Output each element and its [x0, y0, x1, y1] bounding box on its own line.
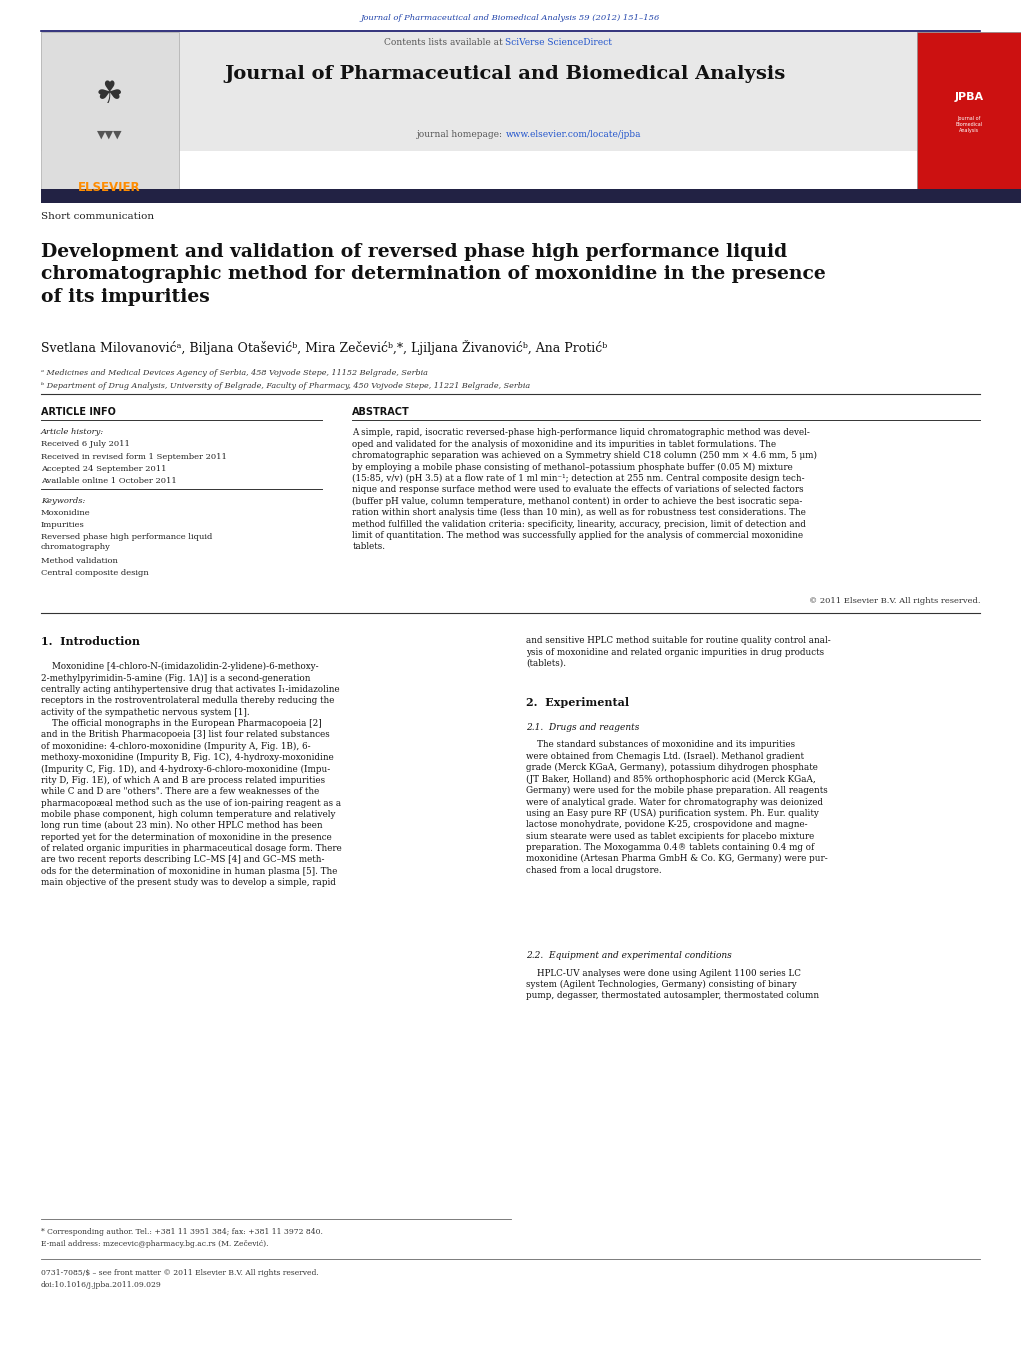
Text: 0731-7085/$ – see front matter © 2011 Elsevier B.V. All rights reserved.: 0731-7085/$ – see front matter © 2011 El… — [41, 1269, 319, 1277]
Text: journal homepage:: journal homepage: — [417, 130, 505, 139]
FancyBboxPatch shape — [41, 32, 917, 151]
Text: www.elsevier.com/locate/jpba: www.elsevier.com/locate/jpba — [505, 130, 641, 139]
Text: * Corresponding author. Tel.: +381 11 3951 384; fax: +381 11 3972 840.: * Corresponding author. Tel.: +381 11 39… — [41, 1228, 323, 1236]
FancyBboxPatch shape — [41, 189, 1021, 203]
Text: Journal of
Biomedical
Analysis: Journal of Biomedical Analysis — [956, 116, 982, 132]
Text: Short communication: Short communication — [41, 212, 154, 222]
Text: Method validation: Method validation — [41, 557, 117, 565]
Text: Impurities: Impurities — [41, 521, 85, 530]
Text: SciVerse ScienceDirect: SciVerse ScienceDirect — [505, 38, 613, 47]
Text: Moxonidine: Moxonidine — [41, 509, 91, 517]
Text: ELSEVIER: ELSEVIER — [78, 181, 141, 195]
Text: Central composite design: Central composite design — [41, 569, 149, 577]
Text: doi:10.1016/j.jpba.2011.09.029: doi:10.1016/j.jpba.2011.09.029 — [41, 1281, 161, 1289]
Text: Received in revised form 1 September 2011: Received in revised form 1 September 201… — [41, 453, 227, 461]
Text: ᵃ Medicines and Medical Devices Agency of Serbia, 458 Vojvode Stepe, 11152 Belgr: ᵃ Medicines and Medical Devices Agency o… — [41, 369, 428, 377]
Text: A simple, rapid, isocratic reversed-phase high-performance liquid chromatographi: A simple, rapid, isocratic reversed-phas… — [352, 428, 817, 551]
Text: Contents lists available at: Contents lists available at — [384, 38, 505, 47]
Text: HPLC-UV analyses were done using Agilent 1100 series LC
system (Agilent Technolo: HPLC-UV analyses were done using Agilent… — [526, 969, 819, 1001]
Text: 2.  Experimental: 2. Experimental — [526, 697, 629, 708]
Text: Accepted 24 September 2011: Accepted 24 September 2011 — [41, 465, 166, 473]
Text: Development and validation of reversed phase high performance liquid
chromatogra: Development and validation of reversed p… — [41, 243, 826, 305]
Text: Journal of Pharmaceutical and Biomedical Analysis 59 (2012) 151–156: Journal of Pharmaceutical and Biomedical… — [360, 15, 661, 22]
FancyBboxPatch shape — [917, 32, 1021, 192]
Text: Received 6 July 2011: Received 6 July 2011 — [41, 440, 130, 449]
Text: ᵇ Department of Drug Analysis, University of Belgrade, Faculty of Pharmacy, 450 : ᵇ Department of Drug Analysis, Universit… — [41, 382, 530, 390]
Text: 1.  Introduction: 1. Introduction — [41, 636, 140, 647]
Text: © 2011 Elsevier B.V. All rights reserved.: © 2011 Elsevier B.V. All rights reserved… — [809, 597, 980, 605]
Text: ABSTRACT: ABSTRACT — [352, 407, 410, 416]
Text: Journal of Pharmaceutical and Biomedical Analysis: Journal of Pharmaceutical and Biomedical… — [225, 65, 786, 82]
Text: The standard substances of moxonidine and its impurities
were obtained from Chem: The standard substances of moxonidine an… — [526, 740, 828, 874]
Text: Svetlana Milovanovićᵃ, Biljana Otaševićᵇ, Mira Zečevićᵇ,*, Ljiljana Živanovićᵇ, : Svetlana Milovanovićᵃ, Biljana Otaševićᵇ… — [41, 340, 607, 355]
Text: JPBA: JPBA — [955, 92, 983, 103]
Text: 2.1.  Drugs and reagents: 2.1. Drugs and reagents — [526, 723, 639, 732]
Text: Reversed phase high performance liquid
chromatography: Reversed phase high performance liquid c… — [41, 534, 212, 551]
Text: 2.2.  Equipment and experimental conditions: 2.2. Equipment and experimental conditio… — [526, 951, 732, 961]
Text: Moxonidine [4-chloro-N-(imidazolidin-2-ylidene)-6-methoxy-
2-methylpyrimidin-5-a: Moxonidine [4-chloro-N-(imidazolidin-2-y… — [41, 662, 342, 888]
Text: ☘: ☘ — [96, 80, 123, 109]
Text: Keywords:: Keywords: — [41, 497, 85, 505]
Text: ARTICLE INFO: ARTICLE INFO — [41, 407, 115, 416]
Text: ▼▼▼: ▼▼▼ — [97, 130, 121, 141]
Text: E-mail address: mzecevic@pharmacy.bg.ac.rs (M. Zečević).: E-mail address: mzecevic@pharmacy.bg.ac.… — [41, 1240, 269, 1248]
Text: and sensitive HPLC method suitable for routine quality control anal-
ysis of mox: and sensitive HPLC method suitable for r… — [526, 636, 830, 667]
Text: Article history:: Article history: — [41, 428, 104, 436]
FancyBboxPatch shape — [41, 32, 179, 192]
Text: Available online 1 October 2011: Available online 1 October 2011 — [41, 477, 177, 485]
